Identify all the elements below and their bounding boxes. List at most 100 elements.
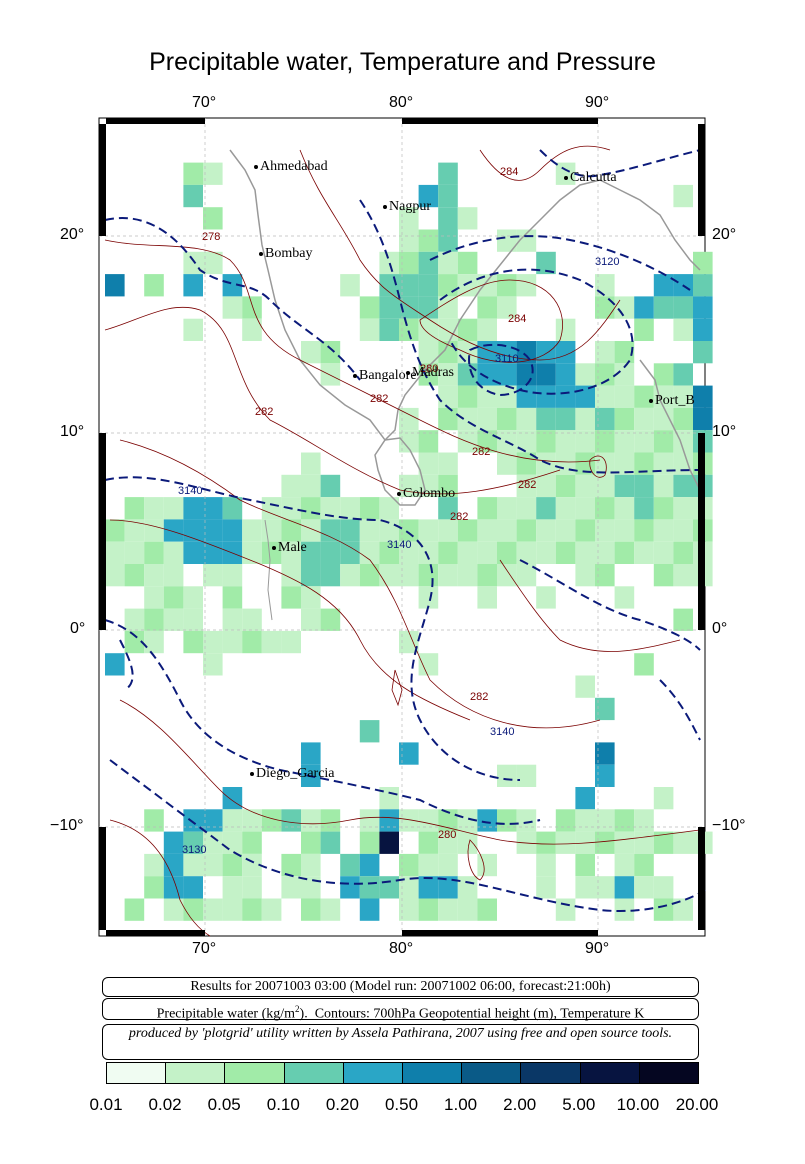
- precip-cell: [497, 764, 517, 787]
- colorbar-label: 5.00: [562, 1095, 596, 1114]
- precip-cell: [457, 430, 478, 453]
- precip-cell: [634, 430, 654, 453]
- contour-label: 3140: [490, 726, 514, 738]
- precip-cell: [418, 184, 439, 208]
- precip-cell: [536, 541, 556, 564]
- precip-cell: [359, 296, 380, 319]
- colorbar-swatch: [343, 1063, 404, 1083]
- precip-cell: [457, 363, 478, 386]
- precip-cell: [359, 564, 380, 587]
- precip-cell: [673, 407, 693, 431]
- precip-cell: [163, 564, 184, 587]
- precip-cell: [614, 519, 635, 542]
- precip-cell: [261, 541, 282, 564]
- precip-cell: [183, 318, 203, 341]
- precip-cell: [203, 630, 223, 654]
- precip-cell: [555, 831, 576, 854]
- precip-cell: [555, 898, 576, 921]
- contour-label: 282: [450, 511, 468, 523]
- precip-cell: [673, 296, 693, 319]
- precip-cell: [438, 296, 458, 319]
- precip-cell: [418, 586, 439, 609]
- precip-cell: [438, 452, 458, 475]
- precip-cell: [438, 385, 458, 408]
- precip-cell: [163, 497, 184, 520]
- precip-cell: [163, 898, 184, 921]
- lon-tick-label: 90°: [585, 940, 610, 957]
- precip-cell: [222, 853, 243, 877]
- precip-cell: [418, 898, 439, 921]
- precip-cell: [359, 898, 380, 921]
- precip-cell: [399, 564, 419, 587]
- precip-cell: [320, 898, 341, 921]
- precip-cell: [222, 296, 243, 319]
- precip-cell: [438, 564, 458, 587]
- precip-cell: [301, 519, 321, 542]
- precip-cell: [183, 497, 203, 520]
- precip-cell: [653, 474, 674, 498]
- precip-cell: [144, 497, 164, 520]
- precip-cell: [653, 430, 674, 453]
- precip-cell: [516, 519, 537, 542]
- precip-cell: [242, 630, 262, 654]
- precip-cell: [653, 363, 674, 386]
- precip-cell: [614, 296, 635, 319]
- precip-cell: [653, 519, 674, 542]
- precip-cell: [281, 586, 301, 609]
- precip-cell: [418, 251, 439, 275]
- precip-cell: [614, 876, 635, 899]
- precip-cell: [536, 251, 556, 275]
- precip-cell: [497, 452, 517, 475]
- precip-cell: [418, 363, 439, 386]
- precip-cell: [399, 274, 419, 297]
- precip-cell: [320, 564, 341, 587]
- precip-cell: [222, 809, 243, 832]
- precip-cell: [693, 251, 713, 275]
- precip-cell: [575, 385, 595, 408]
- precip-cell: [595, 407, 615, 431]
- precip-cell: [614, 452, 635, 475]
- precip-cell: [673, 184, 693, 208]
- gridlines: [99, 118, 705, 936]
- precip-cell: [144, 564, 164, 587]
- precip-cell: [477, 341, 497, 364]
- precip-cell: [359, 831, 380, 854]
- precip-cell: [301, 742, 321, 765]
- precip-cell: [261, 898, 282, 921]
- precip-cell: [438, 407, 458, 431]
- lon-tick-label: 70°: [192, 94, 217, 111]
- precip-cell: [693, 296, 713, 319]
- precip-cell: [457, 898, 478, 921]
- contour-label: 3140: [387, 539, 411, 551]
- precip-cell: [516, 430, 537, 453]
- precip-cell: [163, 608, 184, 631]
- precip-cell: [418, 809, 439, 832]
- precip-cell: [438, 474, 458, 498]
- precip-cell: [457, 809, 478, 832]
- lat-tick-label: −10°: [712, 817, 746, 834]
- precip-cell: [693, 385, 713, 408]
- precip-cell: [301, 608, 321, 631]
- precip-cell: [359, 876, 380, 899]
- precip-cell: [418, 653, 439, 676]
- precip-cell: [634, 407, 654, 431]
- precip-cell: [301, 876, 321, 899]
- precip-cell: [673, 831, 693, 854]
- precip-cell: [555, 452, 576, 475]
- lon-tick-label: 80°: [389, 940, 414, 957]
- precip-cell: [183, 608, 203, 631]
- precip-cell: [203, 519, 223, 542]
- colorbar-swatch: [107, 1063, 167, 1083]
- precip-cell: [634, 876, 654, 899]
- precip-cell: [457, 407, 478, 431]
- precip-cell: [438, 497, 458, 520]
- precip-cell: [418, 876, 439, 899]
- precip-cell: [497, 519, 517, 542]
- city-label: Nagpur: [389, 199, 431, 214]
- precip-cell: [203, 497, 223, 520]
- precip-cell: [497, 229, 517, 252]
- precip-cell: [477, 809, 497, 832]
- precip-cell: [595, 764, 615, 787]
- precip-cell: [497, 363, 517, 386]
- colorbar-label: 0.01: [89, 1095, 123, 1114]
